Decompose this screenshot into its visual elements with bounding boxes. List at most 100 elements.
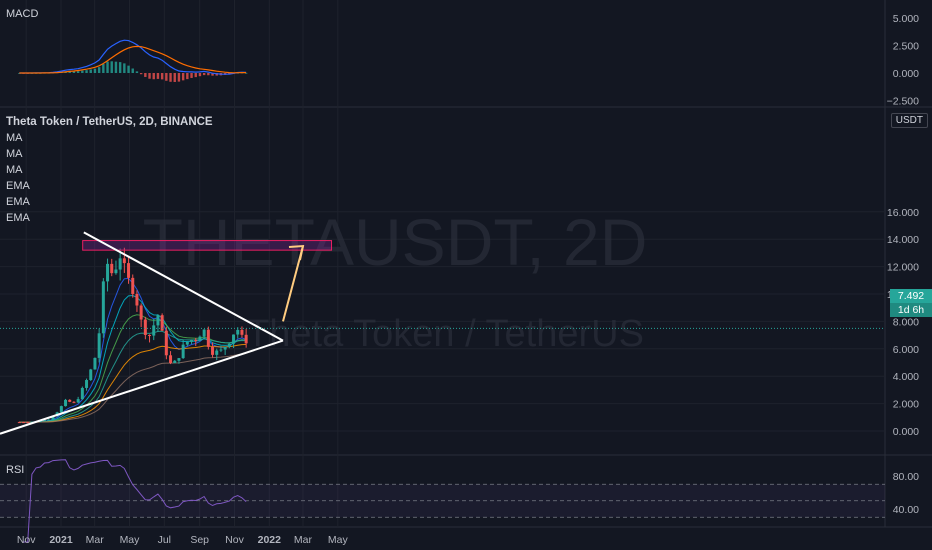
rsi-line	[23, 459, 247, 543]
macd-histogram-bar	[152, 73, 155, 80]
candle-body	[181, 344, 185, 359]
candle	[227, 343, 231, 349]
rsi-tick-label: 80.00	[893, 471, 919, 483]
indicator-label-ma1[interactable]: MA	[6, 132, 23, 144]
candle	[152, 318, 156, 341]
candle-body	[85, 380, 89, 388]
macd-histogram-bar	[207, 73, 210, 76]
time-tick-label: May	[120, 534, 141, 546]
macd-tick-label: 2.500	[893, 41, 919, 53]
candle-body	[240, 329, 244, 335]
candle-body	[101, 281, 105, 334]
candle-body	[156, 315, 160, 326]
moving-average-line	[19, 353, 247, 423]
macd-histogram-bar	[68, 71, 71, 73]
macd-panel	[18, 39, 248, 82]
macd-histogram-bar	[123, 63, 126, 73]
macd-histogram-bar	[81, 70, 84, 73]
candle	[17, 421, 21, 424]
candle	[143, 316, 147, 340]
macd-histogram-bar	[244, 72, 248, 74]
candle	[127, 256, 131, 284]
candle	[139, 303, 143, 327]
indicator-label-ma2[interactable]: MA	[6, 148, 23, 160]
indicator-label-ema3[interactable]: EMA	[6, 212, 30, 224]
macd-signal-line	[19, 45, 247, 74]
candle-body	[106, 263, 110, 282]
indicator-label-ma3[interactable]: MA	[6, 164, 23, 176]
candle-body	[93, 357, 97, 370]
rsi-tick-label: 40.00	[893, 504, 919, 516]
candle-body	[219, 349, 223, 351]
drawings[interactable]	[0, 231, 885, 435]
candle	[101, 278, 105, 338]
macd-histogram-bar	[148, 73, 151, 79]
candle-body	[244, 334, 248, 344]
price-tick-label: 2.000	[893, 399, 919, 411]
grid	[0, 0, 932, 528]
macd-histogram-bar	[139, 73, 143, 75]
macd-tick-label: 0.000	[893, 68, 919, 80]
candle-body	[127, 263, 131, 278]
indicator-label-ema2[interactable]: EMA	[6, 196, 30, 208]
triangle-lower-trendline	[0, 339, 284, 435]
candle	[68, 399, 72, 403]
time-tick-label: 2021	[49, 534, 73, 546]
macd-tick-label: 5.000	[893, 13, 919, 25]
candle	[85, 378, 89, 391]
macd-histogram-bar	[102, 63, 105, 73]
candle	[232, 334, 236, 349]
macd-histogram-bar	[181, 73, 185, 81]
candle	[148, 334, 152, 343]
price-tick-label: 14.000	[887, 234, 919, 246]
candle	[135, 290, 139, 312]
macd-histogram-bar	[198, 73, 202, 77]
candle-body	[131, 277, 135, 294]
candle	[93, 357, 97, 370]
price-tick-label: 4.000	[893, 371, 919, 383]
macd-histogram-bar	[97, 67, 101, 73]
time-tick-label: Jul	[158, 534, 171, 546]
time-tick-label: Mar	[294, 534, 313, 546]
macd-label: MACD	[6, 8, 39, 20]
indicator-label-ema1[interactable]: EMA	[6, 180, 30, 192]
watermark-name: Theta Token / TetherUS	[246, 313, 644, 355]
candle	[240, 326, 244, 338]
macd-histogram-bar	[89, 69, 92, 73]
price-tick-label: 12.000	[887, 262, 919, 274]
bar-countdown: 1d 6h	[890, 303, 932, 317]
candle-body	[211, 346, 215, 355]
candle-body	[169, 355, 173, 363]
macd-histogram-bar	[202, 73, 206, 76]
macd-line	[19, 39, 247, 75]
macd-histogram-bar	[93, 68, 97, 73]
candle-body	[114, 269, 118, 274]
candle	[114, 260, 118, 275]
candle	[122, 247, 126, 273]
candle	[131, 274, 135, 298]
macd-histogram-bar	[144, 73, 147, 77]
candle	[97, 328, 101, 363]
candle	[106, 258, 110, 292]
candle-body	[17, 422, 21, 424]
candle-body	[26, 422, 30, 424]
candle-body	[194, 339, 198, 341]
macd-histogram-bar	[118, 62, 122, 73]
candle	[223, 346, 227, 355]
quote-currency-badge[interactable]: USDT	[890, 113, 928, 128]
moving-average-line	[19, 314, 247, 423]
last-price-tag: 7.492	[890, 289, 932, 303]
macd-histogram-bar	[127, 65, 130, 73]
candle	[181, 339, 185, 359]
candle	[26, 421, 30, 424]
candle	[47, 418, 51, 421]
candle	[236, 327, 240, 339]
watermark-symbol: THETAUSDT, 2D	[143, 205, 648, 279]
price-tick-label: 0.000	[893, 426, 919, 438]
macd-tick-label: −2.500	[887, 96, 920, 108]
candle	[110, 258, 114, 277]
triangle-upper-trendline	[83, 231, 284, 342]
candle-body	[177, 358, 181, 361]
candle	[215, 348, 219, 361]
